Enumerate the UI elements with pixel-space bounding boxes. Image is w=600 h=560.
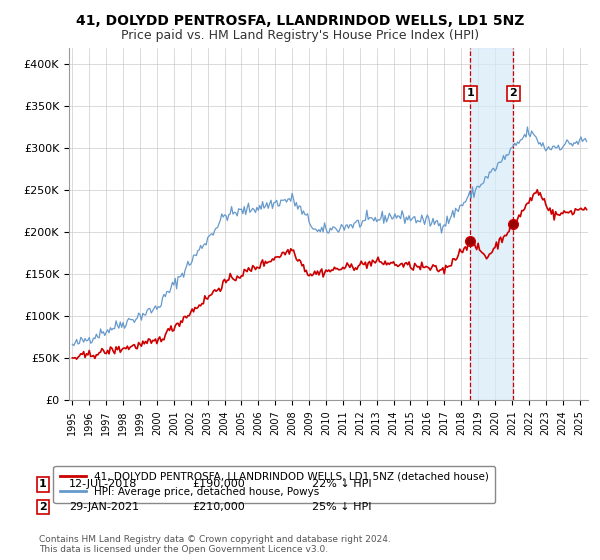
Text: 25% ↓ HPI: 25% ↓ HPI [312,502,371,512]
Text: £210,000: £210,000 [192,502,245,512]
Text: 12-JUL-2018: 12-JUL-2018 [69,479,137,489]
Text: 22% ↓ HPI: 22% ↓ HPI [312,479,371,489]
Text: 29-JAN-2021: 29-JAN-2021 [69,502,139,512]
Text: 1: 1 [39,479,47,489]
Text: Contains HM Land Registry data © Crown copyright and database right 2024.
This d: Contains HM Land Registry data © Crown c… [39,535,391,554]
Text: 41, DOLYDD PENTROSFA, LLANDRINDOD WELLS, LD1 5NZ: 41, DOLYDD PENTROSFA, LLANDRINDOD WELLS,… [76,14,524,28]
Legend: 41, DOLYDD PENTROSFA, LLANDRINDOD WELLS, LD1 5NZ (detached house), HPI: Average : 41, DOLYDD PENTROSFA, LLANDRINDOD WELLS,… [53,465,495,503]
Bar [470,48,513,400]
Text: 1: 1 [466,88,474,99]
Text: £190,000: £190,000 [192,479,245,489]
Text: 2: 2 [509,88,517,99]
Text: 2: 2 [39,502,47,512]
Text: Price paid vs. HM Land Registry's House Price Index (HPI): Price paid vs. HM Land Registry's House … [121,29,479,42]
